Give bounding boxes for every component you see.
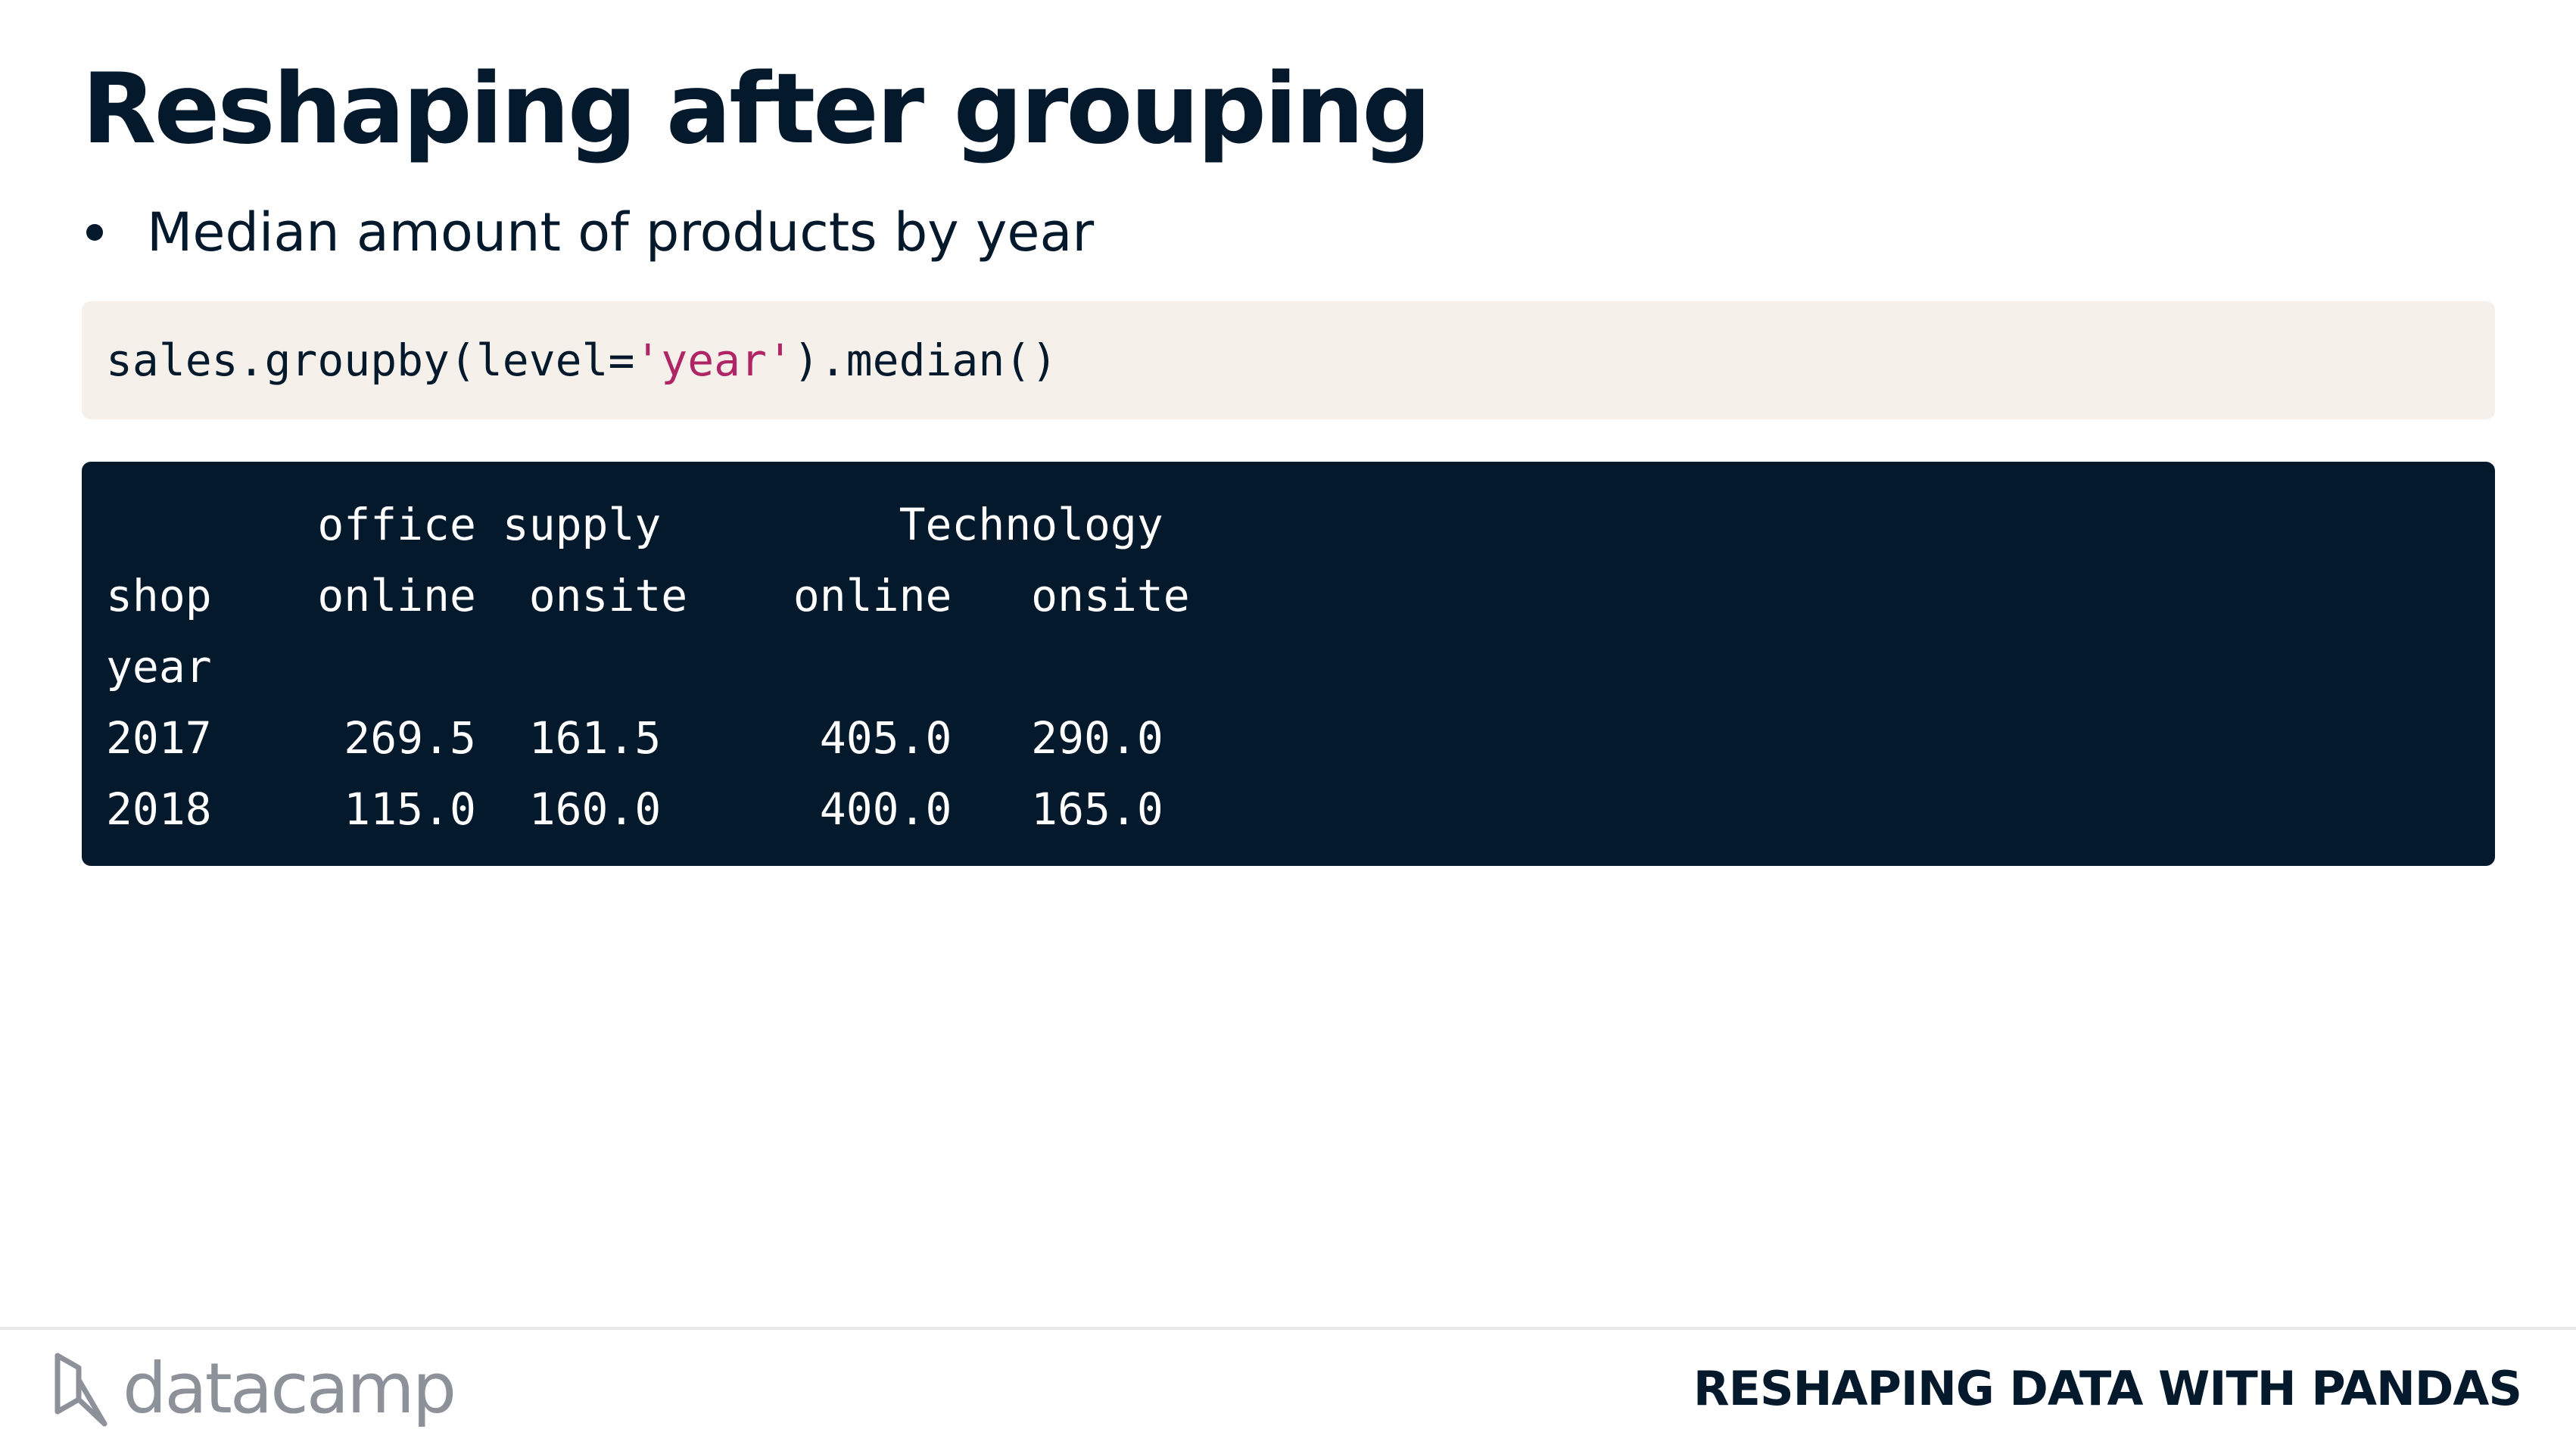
bullet-list: Median amount of products by year [82,191,1094,274]
slide-title: Reshaping after grouping [82,53,1431,166]
output-subheader-line: shop online onsite online onsite [106,570,1190,621]
bullet-item: Median amount of products by year [82,191,1094,274]
code-call-suffix: ).median() [793,335,1058,386]
output-block: office supply Technology shop online ons… [82,462,2495,866]
datacamp-logo-icon [55,1353,107,1427]
code-call-prefix: sales.groupby(level= [106,335,635,386]
logo-wordmark: datacamp [123,1348,456,1429]
bullet-dot-icon [86,224,103,241]
code-string-literal: 'year' [634,335,793,386]
code-block: sales.groupby(level='year').median() [82,301,2495,419]
footer-divider [0,1327,2576,1330]
output-header-line: office supply Technology [106,499,1163,550]
datacamp-logo: datacamp [51,1347,456,1431]
output-index-name-line: year [106,641,212,693]
bullet-text: Median amount of products by year [147,201,1095,263]
output-row-2017: 2017 269.5 161.5 405.0 290.0 [106,712,1163,764]
output-row-2018: 2018 115.0 160.0 400.0 165.0 [106,783,1163,835]
course-name: RESHAPING DATA WITH PANDAS [1693,1361,2522,1416]
code-line: sales.groupby(level='year').median() [106,335,1057,386]
